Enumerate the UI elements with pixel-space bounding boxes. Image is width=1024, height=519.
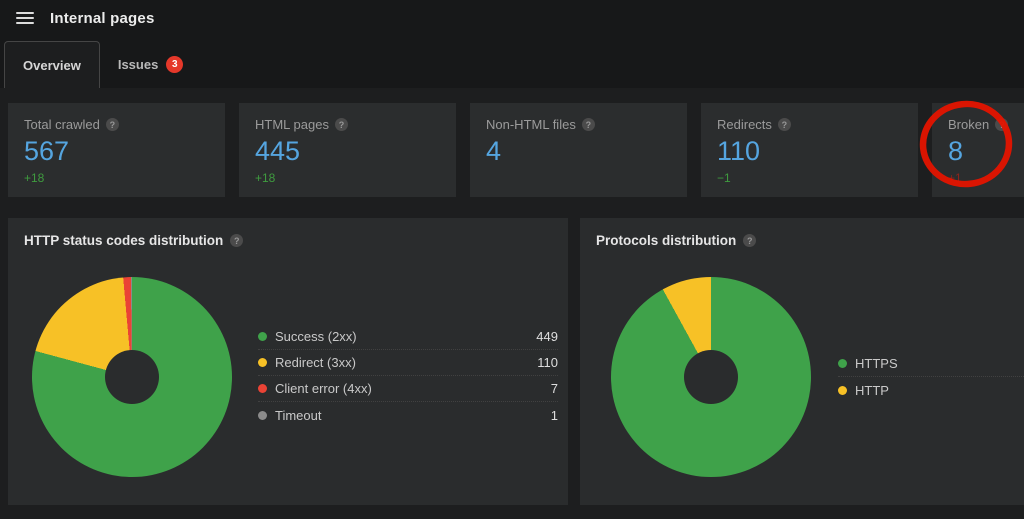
stat-cards-row: Total crawled 567 +18 HTML pages 445 +18…	[8, 100, 1024, 197]
tab-bar: Overview Issues 3	[0, 36, 1024, 88]
tab-overview-label: Overview	[23, 57, 81, 73]
legend-row[interactable]: Client error (4xx) 7	[258, 376, 558, 402]
chart-panels-row: HTTP status codes distribution Success (…	[8, 218, 1024, 505]
card-label: Redirects	[717, 117, 772, 132]
page-title: Internal pages	[50, 9, 155, 27]
top-bar: Internal pages	[0, 0, 1024, 36]
legend-dot	[838, 385, 847, 395]
help-icon[interactable]	[581, 118, 595, 131]
card-total-crawled: Total crawled 567 +18	[8, 103, 225, 197]
card-delta: +1	[948, 171, 962, 186]
card-label: Total crawled	[24, 117, 100, 132]
panel-protocols: Protocols distribution HTTPS HTTP	[580, 218, 1024, 505]
card-delta: +18	[24, 171, 45, 186]
card-delta: −1	[717, 171, 731, 186]
tab-issues[interactable]: Issues 3	[100, 41, 201, 88]
card-value: 4	[486, 136, 502, 166]
legend-dot	[258, 410, 267, 420]
card-non-html-files: Non-HTML files 4	[470, 103, 687, 197]
card-value: 8	[948, 136, 964, 166]
help-icon[interactable]	[995, 118, 1009, 131]
tab-overview[interactable]: Overview	[4, 41, 100, 88]
tab-issues-label: Issues	[117, 57, 159, 72]
donut-hole	[684, 350, 738, 404]
issues-count-badge: 3	[166, 56, 184, 73]
panel-http-status-codes: HTTP status codes distribution Success (…	[8, 218, 568, 505]
help-icon[interactable]	[334, 118, 348, 131]
hamburger-menu-icon[interactable]	[16, 12, 34, 24]
legend-dot	[258, 332, 267, 341]
card-label: Non-HTML files	[486, 117, 576, 132]
status-codes-donut-chart[interactable]	[32, 277, 232, 477]
status-codes-legend: Success (2xx) 449 Redirect (3xx) 110 Cli…	[258, 324, 558, 428]
donut-hole	[105, 350, 159, 404]
card-value: 567	[24, 136, 70, 166]
card-value: 110	[717, 136, 761, 166]
legend-row[interactable]: Redirect (3xx) 110	[258, 350, 558, 376]
legend-row[interactable]: Success (2xx) 449	[258, 324, 558, 350]
help-icon[interactable]	[777, 118, 791, 131]
legend-dot	[258, 358, 267, 367]
panel-title: Protocols distribution	[596, 233, 737, 248]
card-label: HTML pages	[255, 117, 329, 132]
legend-dot	[838, 359, 847, 368]
legend-row[interactable]: Timeout 1	[258, 402, 558, 428]
help-icon[interactable]	[230, 234, 244, 247]
legend-row[interactable]: HTTPS	[838, 351, 1024, 377]
card-value: 445	[255, 136, 301, 166]
legend-row[interactable]: HTTP	[838, 377, 1024, 403]
help-icon[interactable]	[743, 234, 757, 247]
card-redirects: Redirects 110 −1	[701, 103, 918, 197]
protocols-donut-chart[interactable]	[611, 277, 811, 477]
card-html-pages: HTML pages 445 +18	[239, 103, 456, 197]
help-icon[interactable]	[105, 118, 119, 131]
legend-dot	[258, 384, 267, 393]
card-broken: Broken 8 +1	[919, 100, 1024, 197]
protocols-legend: HTTPS HTTP	[838, 351, 1024, 403]
card-label: Broken	[948, 117, 990, 132]
panel-title: HTTP status codes distribution	[24, 233, 224, 248]
card-delta: +18	[255, 171, 276, 186]
